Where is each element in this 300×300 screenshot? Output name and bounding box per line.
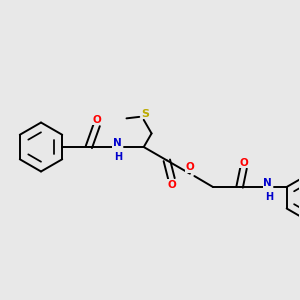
Text: O: O [185, 162, 194, 172]
Text: H: H [265, 192, 273, 203]
Text: N: N [113, 138, 122, 148]
Text: H: H [115, 152, 123, 163]
Text: O: O [167, 180, 176, 190]
Text: O: O [239, 158, 248, 168]
Text: N: N [263, 178, 272, 188]
Text: O: O [92, 115, 101, 125]
Text: S: S [141, 109, 149, 119]
